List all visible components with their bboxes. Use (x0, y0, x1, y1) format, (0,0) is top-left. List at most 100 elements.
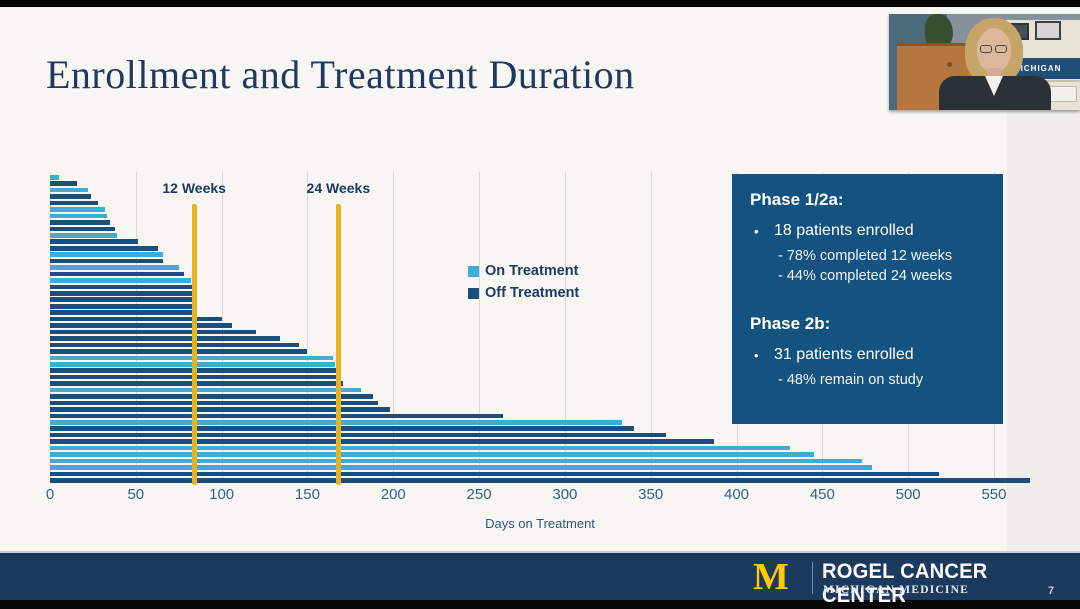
x-axis-title: Days on Treatment (485, 516, 595, 531)
x-tick-400: 400 (723, 486, 750, 503)
letterbox-top (0, 0, 1080, 7)
patient-bar-47-off-treatment (50, 471, 940, 477)
x-tick-350: 350 (638, 486, 664, 503)
patient-bar-12-off-treatment (50, 245, 159, 251)
patient-bar-7-on-treatment (50, 213, 107, 219)
footer-divider (812, 562, 813, 594)
off-treatment-swatch-icon (468, 287, 479, 299)
phase1-sub-1: - 78% completed 12 weeks (778, 248, 953, 264)
plot-area: 0 50 100 150 200 250 300 350 400 450 500 550 12 Week… (46, 172, 1030, 537)
patient-bar-5-off-treatment (50, 200, 99, 206)
patient-bar-42-off-treatment (50, 439, 715, 444)
phase2-enrollment-text: 31 patients enrolled (774, 346, 914, 363)
reference-label-12-weeks: 12 Weeks (162, 180, 226, 196)
patient-bar-35-off-treatment (50, 394, 373, 399)
x-tick-50: 50 (127, 486, 145, 503)
patient-bar-8-off-treatment (50, 220, 111, 225)
legend-label: On Treatment (485, 263, 579, 279)
phase1-sub-2: - 44% completed 24 weeks (778, 268, 953, 284)
on-treatment-swatch-icon (468, 265, 479, 277)
webcam-video[interactable]: MICHIGAN (889, 14, 1080, 110)
patient-bar-34-on-treatment (50, 387, 361, 393)
patient-bar-29-on-treatment (50, 355, 334, 361)
slide: Enrollment and Treatment Duration 0 50 100… (0, 7, 1080, 558)
legend-item-off-treatment: Off Treatment (468, 285, 579, 301)
x-axis-line (50, 478, 1030, 483)
footer-bar: M ROGEL CANCER CENTER MICHIGAN MEDICINE … (0, 551, 1080, 607)
patient-bar-11-off-treatment (50, 239, 138, 245)
gridline-200 (393, 172, 395, 483)
patient-bar-46-on-treatment (50, 465, 873, 470)
phase1-enrollment-text: 18 patients enrolled (774, 222, 914, 239)
x-tick-150: 150 (294, 486, 320, 503)
x-tick-250: 250 (466, 486, 492, 503)
patient-bar-15-on-treatment (50, 265, 179, 270)
gridline-150 (307, 172, 309, 483)
patient-bar-19-off-treatment (50, 291, 195, 296)
patient-bar-24-off-treatment (50, 323, 232, 328)
spacer (750, 288, 985, 314)
page-title: Enrollment and Treatment Duration (46, 52, 635, 97)
patient-bar-9-off-treatment (50, 226, 116, 232)
x-tick-500: 500 (895, 486, 921, 503)
patient-bar-20-off-treatment (50, 297, 195, 303)
patient-bar-43-on-treatment (50, 445, 790, 451)
patient-bar-41-off-treatment (50, 432, 667, 438)
chart-legend: On Treatment Off Treatment (468, 263, 579, 307)
phase1-title: Phase 1/2a: (750, 190, 844, 209)
patient-bar-26-off-treatment (50, 336, 280, 341)
patient-bar-28-off-treatment (50, 349, 308, 354)
patient-bar-38-off-treatment (50, 413, 504, 419)
reference-label-24-weeks: 24 Weeks (306, 180, 371, 196)
patient-bar-37-off-treatment (50, 407, 390, 412)
patient-bar-16-off-treatment (50, 271, 184, 277)
patient-bar-13-on-treatment (50, 252, 164, 257)
legend-item-on-treatment: On Treatment (468, 263, 579, 279)
patient-bar-4-off-treatment (50, 194, 92, 199)
picture-frame (1035, 21, 1061, 40)
patient-bar-10-on-treatment (50, 233, 117, 238)
patient-bar-14-off-treatment (50, 258, 164, 264)
patient-bar-6-on-treatment (50, 207, 105, 212)
x-tick-200: 200 (380, 486, 406, 503)
gridline-250 (479, 172, 481, 483)
x-tick-300: 300 (552, 486, 578, 503)
phase1-enrollment: • 18 patients enrolled (750, 222, 985, 242)
page-number: 7 (1048, 585, 1055, 597)
patient-bar-40-off-treatment (50, 426, 634, 432)
phase2-enrollment: • 31 patients enrolled (750, 346, 985, 366)
patient-bar-45-on-treatment (50, 458, 862, 464)
x-tick-0: 0 (45, 486, 55, 503)
footer-org-name: ROGEL CANCER CENTER (822, 560, 988, 607)
patient-bar-36-off-treatment (50, 400, 378, 406)
patient-bar-39-on-treatment (50, 419, 622, 425)
legend-label: Off Treatment (485, 285, 580, 301)
phase-summary-box: Phase 1/2a: • 18 patients enrolled - 78%… (732, 174, 1003, 424)
patient-bar-44-on-treatment (50, 452, 814, 457)
x-tick-450: 450 (809, 486, 835, 503)
patient-bar-27-off-treatment (50, 342, 299, 348)
patient-bar-22-off-treatment (50, 310, 196, 315)
letterbox-bottom (0, 600, 1080, 609)
michigan-banner: MICHIGAN (1003, 58, 1080, 79)
michigan-block-m-logo: M (753, 556, 789, 598)
patient-bar-1-on-treatment (50, 175, 59, 180)
patient-bar-23-off-treatment (50, 316, 222, 322)
reference-line-12-weeks (191, 204, 197, 485)
patient-bar-18-off-treatment (50, 284, 195, 290)
patient-bar-33-off-treatment (50, 381, 344, 386)
glasses-icon (980, 45, 992, 53)
x-tick-550: 550 (981, 486, 1007, 503)
x-tick-100: 100 (209, 486, 235, 503)
patient-bar-25-off-treatment (50, 329, 256, 335)
phase2-title: Phase 2b: (750, 314, 831, 333)
glasses-icon (995, 45, 1007, 53)
phase2-sub-1: - 48% remain on study (778, 372, 924, 388)
gridline-300 (564, 172, 566, 483)
cabinet-handle (947, 62, 952, 67)
patient-bar-21-off-treatment (50, 303, 196, 309)
bullet-icon: • (754, 348, 759, 363)
bullet-icon: • (754, 224, 759, 239)
gridline-350 (650, 172, 652, 483)
